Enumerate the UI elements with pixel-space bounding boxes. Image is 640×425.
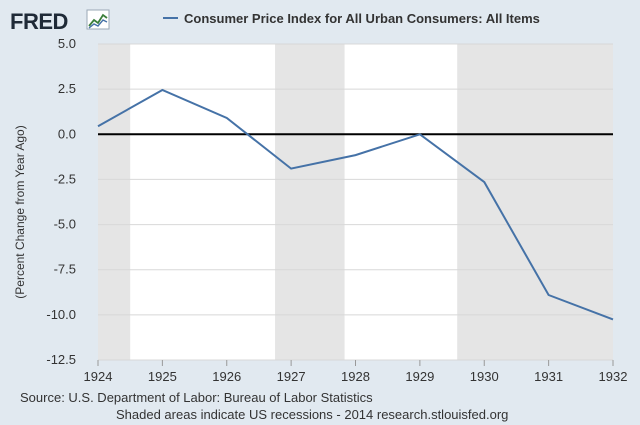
fred-logo: FRED	[10, 9, 110, 34]
y-axis-title: (Percent Change from Year Ago)	[13, 125, 27, 298]
source-text: Source: U.S. Department of Labor: Bureau…	[20, 390, 373, 405]
y-tick-label: 5.0	[58, 36, 76, 51]
logo-text: FRED	[10, 9, 68, 34]
y-axis-ticks: 5.0 2.5 0.0 -2.5 -5.0 -7.5 -10.0 -12.5	[46, 36, 76, 367]
fred-chart-icon	[86, 9, 110, 30]
y-tick-label: 0.0	[58, 126, 76, 141]
x-tick-label: 1932	[599, 369, 628, 384]
y-tick-label: -2.5	[54, 171, 76, 186]
y-tick-label: -12.5	[46, 352, 76, 367]
x-axis-ticks: 1924 1925 1926 1927 1928 1929 1930 1931 1932	[84, 360, 628, 384]
x-tick-label: 1928	[341, 369, 370, 384]
y-tick-label: -5.0	[54, 217, 76, 232]
x-tick-label: 1924	[84, 369, 113, 384]
recession-shading	[98, 44, 613, 360]
y-tick-label: -10.0	[46, 307, 76, 322]
x-tick-label: 1931	[534, 369, 563, 384]
y-tick-label: -7.5	[54, 262, 76, 277]
x-tick-label: 1927	[277, 369, 306, 384]
plot-area: 5.0 2.5 0.0 -2.5 -5.0 -7.5 -10.0 -12.5 1924 1925…	[46, 36, 627, 384]
x-tick-label: 1925	[148, 369, 177, 384]
series-line-cpi	[97, 88, 614, 321]
y-tick-label: 2.5	[58, 81, 76, 96]
x-tick-label: 1926	[212, 369, 241, 384]
recession-note: Shaded areas indicate US recessions - 20…	[116, 407, 508, 422]
recession-band	[98, 44, 131, 360]
legend: Consumer Price Index for All Urban Consu…	[163, 11, 540, 26]
recession-band	[275, 44, 345, 360]
legend-label: Consumer Price Index for All Urban Consu…	[184, 11, 540, 26]
x-tick-label: 1929	[405, 369, 434, 384]
recession-band	[457, 44, 613, 360]
x-tick-label: 1930	[470, 369, 499, 384]
